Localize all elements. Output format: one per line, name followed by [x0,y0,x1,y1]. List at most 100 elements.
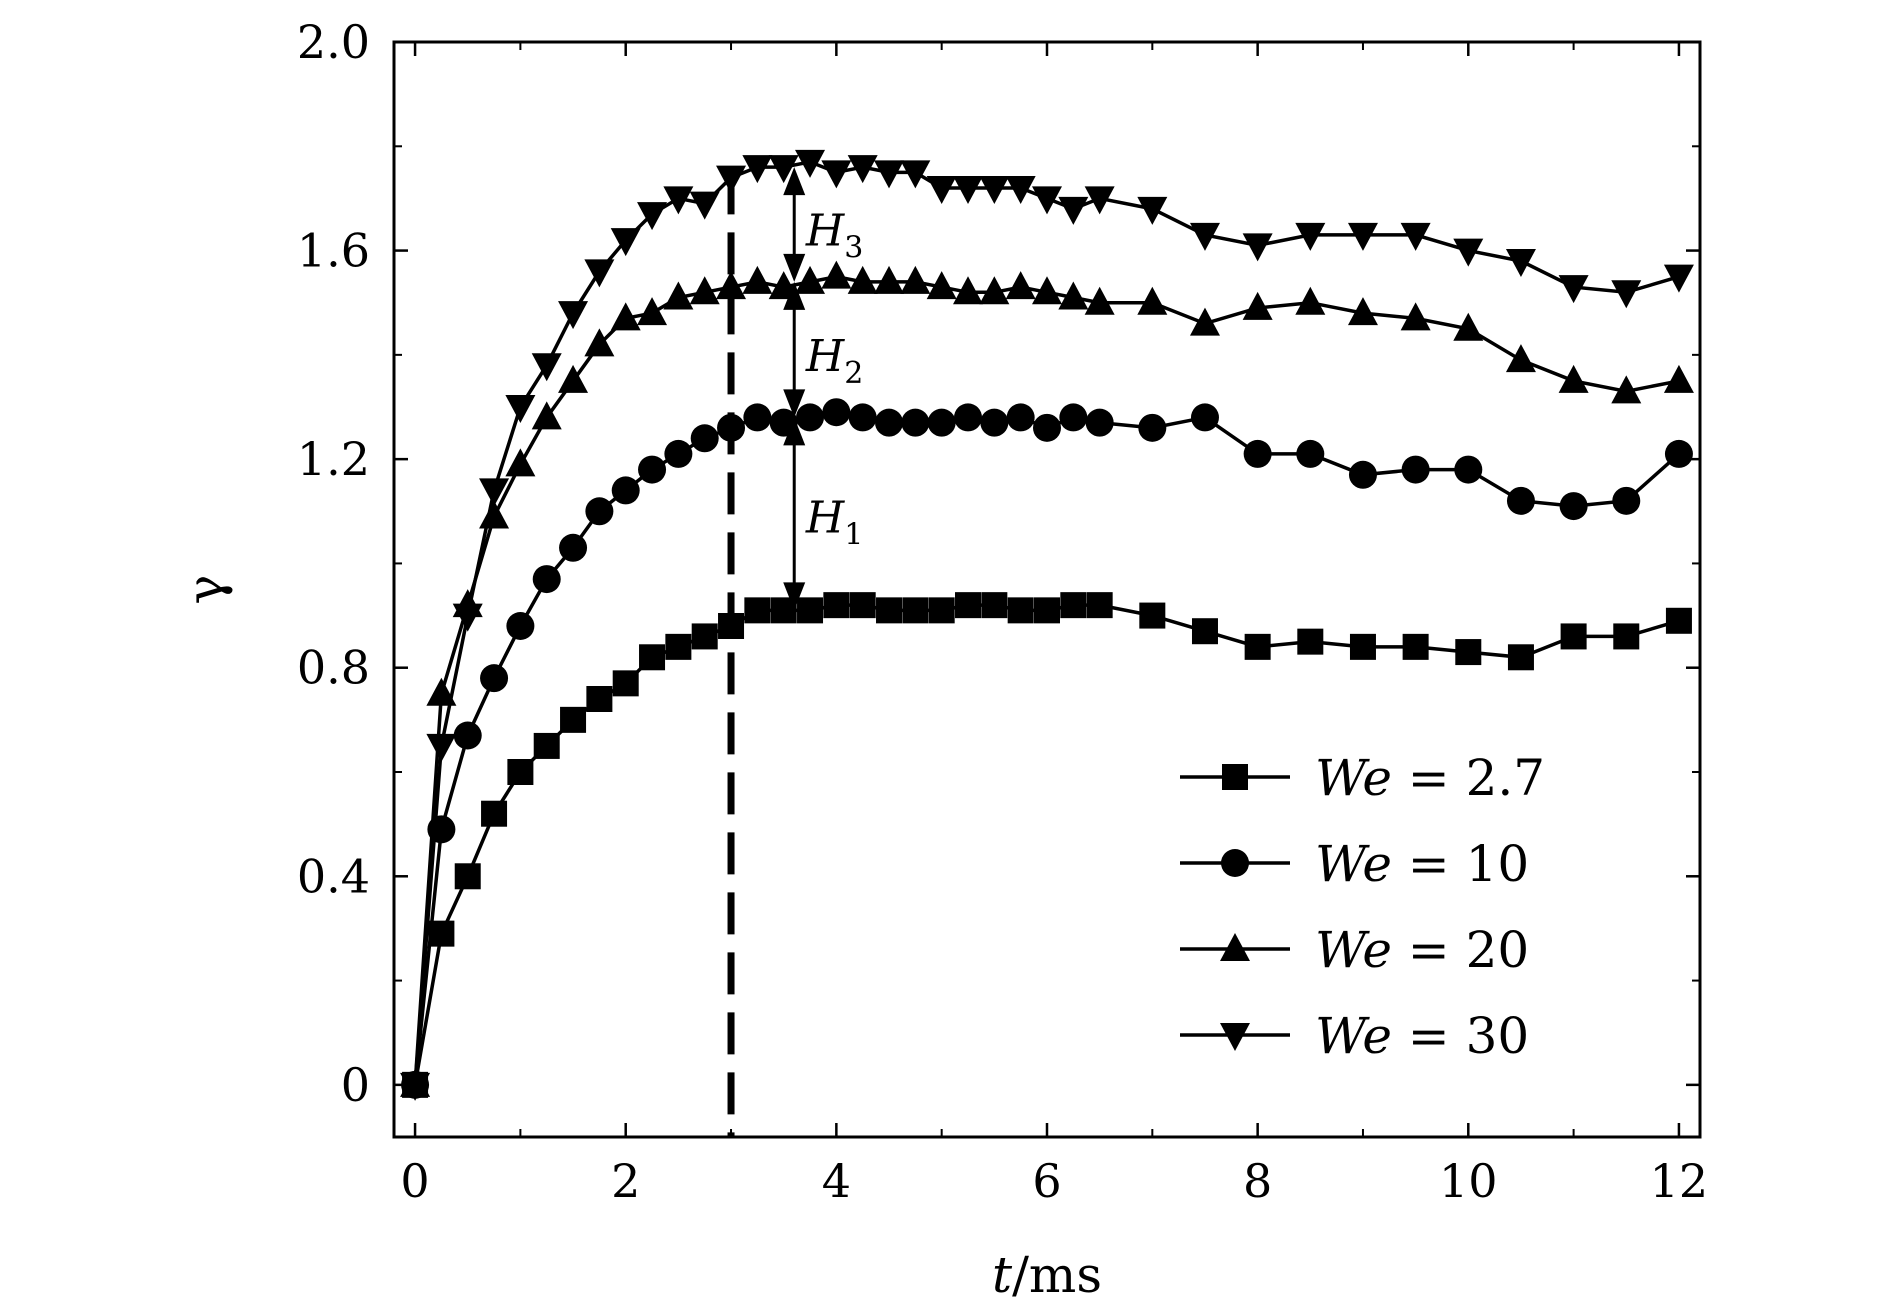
data-point [1297,628,1324,655]
annotation-h1: H1 [783,417,863,611]
data-point [1505,344,1536,373]
data-point [1453,312,1484,341]
data-point [900,265,931,294]
data-point [1086,592,1113,619]
annotation-h3: H3 [783,167,863,282]
data-point [1663,364,1694,393]
data-point [1138,413,1167,442]
data-point [874,160,905,189]
legend-label: We = 30 [1315,1007,1529,1065]
data-point [637,297,668,326]
data-point [717,413,746,442]
data-point [1244,633,1271,660]
series-1 [402,592,1692,1098]
data-point [716,271,747,300]
data-point [1507,644,1534,671]
data-point [1665,607,1692,634]
data-point [716,165,747,194]
data-point [955,592,982,619]
data-point [664,439,693,468]
x-tick-label: 2 [611,1154,640,1208]
data-point [1400,302,1431,331]
data-point [585,497,614,526]
data-point [1453,238,1484,267]
data-point [795,149,826,178]
axes: 0 2 4 6 8 10 12 0 0.4 0.8 1.2 1.6 2.0 t/ms γ [176,15,1708,1304]
x-tick-label: 12 [1650,1154,1709,1208]
data-point [1663,264,1694,293]
data-point [454,863,481,890]
data-point [505,448,536,477]
data-point [1190,403,1219,432]
legend-item-1: We = 2.7 [1180,749,1545,807]
x-tick-label: 6 [1032,1154,1061,1208]
data-point [743,403,772,432]
data-point [689,191,720,220]
data-point [1139,602,1166,629]
data-point [639,644,666,671]
data-point [531,401,562,430]
data-point [848,403,877,432]
data-point [689,276,720,305]
data-point [400,1072,431,1101]
data-point [558,301,589,330]
y-tick-label: 2.0 [297,15,370,69]
annotation-arrow-head [783,281,806,310]
data-point [533,732,560,759]
data-point [902,597,929,624]
data-point [1084,186,1115,215]
data-point [744,597,771,624]
y-axis-title: γ [176,575,234,605]
data-point [610,302,641,331]
data-point [584,328,615,357]
data-point [979,276,1010,305]
data-point [795,265,826,294]
data-point [1007,597,1034,624]
data-point [1296,439,1325,468]
data-point [1189,307,1220,336]
data-point [796,403,825,432]
data-point [611,476,640,505]
data-point [1243,439,1272,468]
data-point [1059,403,1088,432]
data-point [926,176,957,204]
data-point [1347,297,1378,326]
data-point [954,403,983,432]
data-point [1189,222,1220,251]
data-point [531,353,562,382]
data-point [742,265,773,294]
data-point [1454,455,1483,484]
data-point [1664,439,1693,468]
data-point [505,395,536,423]
data-point [612,670,639,697]
data-point [560,706,587,733]
data-point [1347,222,1378,251]
data-point [875,408,904,437]
data-point [847,265,878,294]
y-tick-label: 1.6 [297,224,370,278]
data-point [1295,222,1326,251]
data-point [901,408,930,437]
data-point [426,733,457,762]
data-point [821,160,852,189]
data-point [1137,196,1168,225]
data-point [506,612,535,640]
data-point [874,265,905,294]
data-point [1034,597,1060,624]
x-tick-label: 10 [1439,1154,1498,1208]
data-point [768,155,799,184]
data-point [586,686,613,712]
data-point [821,260,852,289]
data-point [953,176,984,204]
annotation-arrow-head [783,389,806,418]
data-point [1558,364,1589,393]
y-tick-label: 1.2 [297,432,370,486]
data-point [1348,460,1377,489]
data-point [558,364,589,393]
data-point [718,613,745,639]
legend-label: We = 20 [1315,921,1529,979]
data-point [900,160,931,189]
data-point [1058,196,1089,225]
data-point [823,592,850,619]
